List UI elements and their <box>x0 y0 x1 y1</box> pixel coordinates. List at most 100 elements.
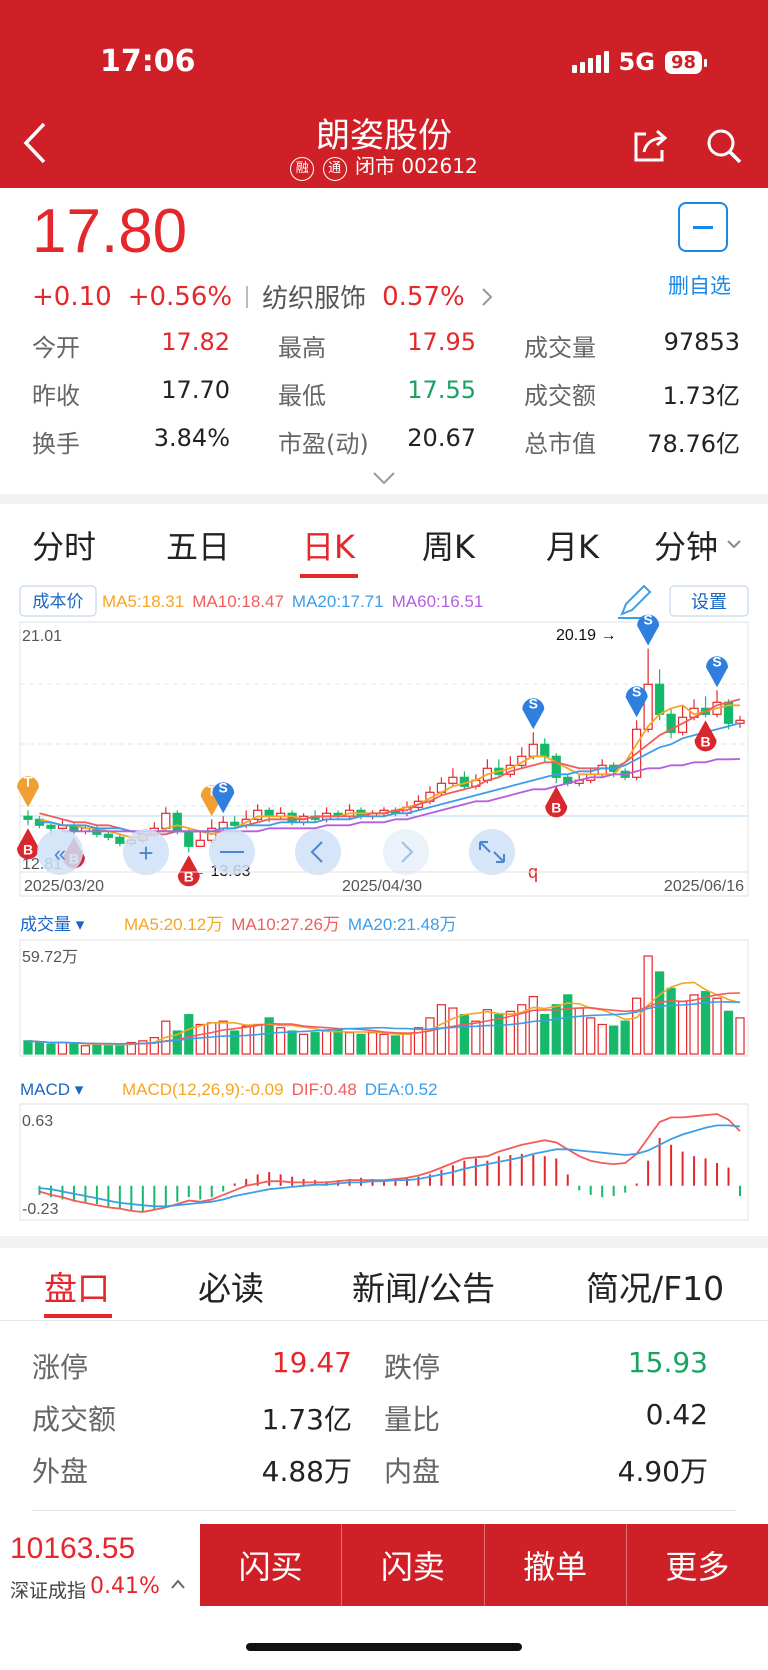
pankou-row: 外盘 4.88万 内盘 4.90万 <box>32 1450 732 1502</box>
volume-bar <box>551 1004 561 1055</box>
sector-link[interactable]: 纺织服饰 <box>262 284 367 314</box>
tab-weekly-k[interactable]: 周K <box>422 528 475 566</box>
volume-bar <box>563 994 573 1055</box>
pan-left-button[interactable] <box>295 829 341 875</box>
pan-right-button[interactable] <box>383 829 429 875</box>
marker-label: S <box>643 612 652 628</box>
ma-legend: 成本价 MA5:18.31 MA10:18.47 MA20:17.71 MA60:16… <box>19 584 749 619</box>
tab-daily-k[interactable]: 日K <box>302 528 355 566</box>
tab-must-read[interactable]: 必读 <box>198 1269 264 1308</box>
macd-min-label: -0.23 <box>22 1201 59 1218</box>
chevron-right-icon[interactable] <box>401 841 414 863</box>
legend-item: DEA:0.52 <box>365 1080 438 1099</box>
volume-max-label: 59.72万 <box>22 949 78 966</box>
volume-panel-frame <box>19 939 749 1057</box>
volume-bars <box>23 955 745 1055</box>
tab-minute[interactable]: 分钟 <box>654 528 719 566</box>
back-button[interactable] <box>18 118 58 168</box>
volume-bar <box>230 1030 240 1055</box>
date-label-mid: 2025/04/30 <box>342 878 422 895</box>
cost-price-label[interactable]: 成本价 <box>33 592 84 611</box>
pankou-value: 1.73亿 <box>261 1403 352 1436</box>
tab-five-day[interactable]: 五日 <box>166 528 231 566</box>
macd-line-dea <box>39 1124 741 1208</box>
volume-bar <box>253 1023 263 1055</box>
volume-bar <box>712 997 722 1055</box>
candle <box>551 755 561 778</box>
marker-pin <box>212 782 235 814</box>
expand-chevron-icon[interactable] <box>372 470 396 486</box>
period-tabs: 分时 五日 日K 周K 月K 分钟 <box>0 522 768 582</box>
chevron-down-icon[interactable] <box>726 538 742 550</box>
kline-chart[interactable]: 成本价 MA5:18.31 MA10:18.47 MA20:17.71 MA60:16… <box>0 584 768 1234</box>
tab-intraday[interactable]: 分时 <box>32 528 97 566</box>
chevron-up-icon[interactable] <box>170 1578 186 1590</box>
stat-value: 97853 <box>663 328 740 356</box>
fullscreen-button[interactable] <box>469 829 515 875</box>
marker-pin <box>17 828 39 860</box>
search-button[interactable] <box>704 126 744 166</box>
remove-favorite-button[interactable] <box>678 202 728 252</box>
rewind-button[interactable] <box>37 829 83 875</box>
legend-item: DIF:0.48 <box>292 1080 357 1099</box>
stat-label: 今开 <box>32 334 80 362</box>
marker-label: T <box>207 782 216 798</box>
status-bar-right: 5G 98 <box>571 48 708 76</box>
active-tab-indicator <box>300 574 358 578</box>
pankou-label: 内盘 <box>384 1455 441 1488</box>
double-chevron-left-icon[interactable]: « <box>54 841 66 866</box>
candle <box>161 812 171 829</box>
signal-icon <box>571 51 609 73</box>
plus-icon[interactable]: + <box>138 838 153 868</box>
marker-label: B <box>551 799 561 815</box>
stats-row: 今开 17.82 最高 17.95 成交量 97853 <box>32 328 740 376</box>
candle <box>103 833 114 838</box>
more-button[interactable]: 更多 <box>665 1548 730 1586</box>
tab-news[interactable]: 新闻/公告 <box>352 1269 496 1308</box>
section-divider <box>0 494 768 504</box>
page-subtitle: 融 通 闭市 002612 <box>0 150 768 181</box>
pankou-value: 0.42 <box>645 1398 708 1431</box>
candle <box>654 683 665 715</box>
expand-icon[interactable] <box>479 841 505 863</box>
volume-bar <box>574 1007 584 1055</box>
zoom-in-button[interactable] <box>123 829 169 875</box>
volume-bar <box>149 1036 159 1055</box>
app-header: 17:06 5G 98 朗姿股份 融 通 闭市 002612 <box>0 0 768 188</box>
pankou-row: 涨停 19.47 跌停 15.93 <box>32 1346 732 1398</box>
stat-value: 17.82 <box>161 328 230 356</box>
cost-price-button[interactable] <box>19 585 97 617</box>
pankou-value: 4.90万 <box>617 1455 708 1488</box>
volume-bar <box>57 1041 68 1055</box>
remove-favorite-label[interactable]: 删自选 <box>668 274 731 298</box>
chart-settings-button[interactable] <box>669 585 749 617</box>
chart-settings-label[interactable]: 设置 <box>691 592 727 612</box>
macd-max-label: 0.63 <box>22 1113 53 1130</box>
home-indicator[interactable] <box>246 1643 522 1651</box>
legend-item: MA60:16.51 <box>392 592 484 611</box>
flash-buy-button[interactable]: 闪买 <box>200 1524 343 1606</box>
chart-nav-controls: « + <box>37 829 515 875</box>
share-button[interactable] <box>630 126 670 166</box>
volume-bar <box>586 1017 596 1055</box>
macd-title[interactable]: MACD ▾ <box>20 1080 84 1099</box>
tab-pankou[interactable]: 盘口 <box>44 1269 110 1308</box>
volume-title[interactable]: 成交量 ▾ <box>20 915 85 934</box>
volume-bar <box>344 1032 355 1055</box>
marker-label: S <box>529 695 538 711</box>
trade-bar: 闪买 闪卖 撤单 更多 <box>200 1524 768 1606</box>
tab-monthly-k[interactable]: 月K <box>546 528 599 566</box>
volume-bar <box>448 1007 458 1055</box>
chevron-left-icon[interactable] <box>310 841 323 863</box>
index-ticker[interactable]: 10163.55 深证成指 0.41% <box>0 1524 200 1606</box>
volume-bar <box>471 1020 481 1055</box>
candle <box>230 821 240 826</box>
candle <box>218 821 228 829</box>
flash-sell-button[interactable]: 闪卖 <box>342 1524 485 1606</box>
volume-bar <box>735 1017 745 1055</box>
chevron-right-icon[interactable] <box>479 286 495 308</box>
tab-profile[interactable]: 简况/F10 <box>586 1269 725 1308</box>
stat-value: 1.73亿 <box>662 382 740 410</box>
cancel-order-button[interactable]: 撤单 <box>485 1524 627 1606</box>
legend-item: MACD(12,26,9):-0.09 <box>122 1080 284 1099</box>
